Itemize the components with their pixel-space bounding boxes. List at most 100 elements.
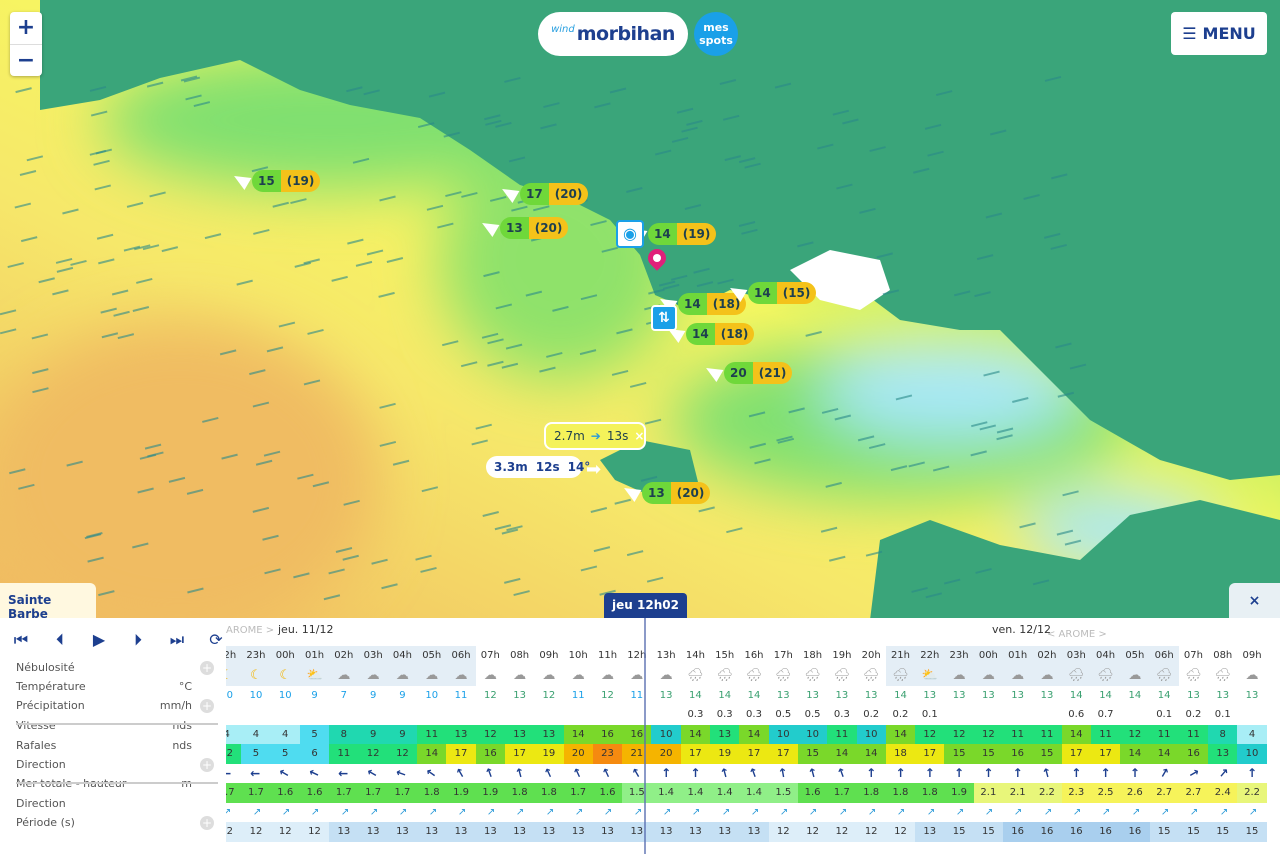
wind-spot-marker[interactable]: 13 (20) [642, 482, 711, 504]
close-panel-button[interactable]: × [1229, 583, 1280, 619]
model-label[interactable]: < AROME > [1047, 629, 1107, 640]
wave-forecast-label[interactable]: 3.3m 12s 14° [486, 456, 590, 478]
expand-plus-icon[interactable]: + [200, 815, 214, 830]
wind-streak [236, 279, 253, 286]
forecast-column[interactable]: 09h ☁ 13 4 10 ↑ 2.2 ↑ 15 [1237, 646, 1267, 842]
last-icon[interactable]: ⏭ [169, 630, 185, 649]
mes-spots-button[interactable]: mes spots [694, 12, 738, 56]
forecast-column[interactable]: 12h ☁ 11 16 21 ↑ 1.5 ↑ 13 [622, 646, 652, 842]
wind-streak [859, 207, 876, 214]
forecast-column[interactable]: 10h ☁ 11 14 20 ↑ 1.7 ↑ 13 [563, 646, 593, 842]
period-cell: 13 [710, 822, 740, 842]
forecast-column[interactable]: 04h 🌧 14 0.7 11 17 ↑ 2.5 ↑ 16 [1090, 646, 1121, 842]
temperature-cell: 13 [864, 689, 878, 701]
forecast-column[interactable]: 06h 🌧 14 0.1 11 14 ↑ 2.7 ↑ 15 [1149, 646, 1179, 842]
wind-spot-marker[interactable]: 14 (19) [648, 223, 717, 245]
wind-spot-marker[interactable]: 13 (20) [500, 217, 569, 239]
forecast-column[interactable]: 22h ⛅ 13 0.1 12 17 ↑ 1.8 ↑ 13 [915, 646, 945, 842]
zoom-out-button[interactable]: − [10, 44, 42, 76]
forecast-column[interactable]: 07h ☁ 12 12 16 ↑ 1.9 ↑ 13 [475, 646, 505, 842]
next-icon[interactable]: ⏵ [133, 630, 142, 649]
wind-gust: (20) [670, 482, 711, 504]
close-icon[interactable]: × [634, 429, 645, 443]
precipitation-cell [534, 705, 563, 725]
forecast-column[interactable]: 16h 🌧 14 0.3 14 17 ↑ 1.4 ↑ 13 [739, 646, 769, 842]
forecast-column[interactable]: 11h ☁ 12 16 23 ↑ 1.6 ↑ 13 [592, 646, 623, 842]
wave-period: 12s [535, 460, 560, 474]
spot-tab[interactable]: Sainte Barbe [0, 583, 96, 621]
wind-speed-cell: 11 [1149, 724, 1179, 744]
refresh-icon[interactable]: ⟳ [209, 630, 223, 649]
forecast-column[interactable]: 01h ☁ 13 11 16 ↑ 2.1 ↑ 16 [1003, 646, 1033, 842]
prev-icon[interactable]: ⏴ [55, 630, 64, 649]
forecast-column[interactable]: 17h 🌧 13 0.5 10 17 ↑ 1.5 ↑ 12 [768, 646, 798, 842]
forecast-column[interactable]: 03h 🌧 14 0.6 14 17 ↑ 2.3 ↑ 16 [1061, 646, 1091, 842]
forecast-column[interactable]: 00h ☁ 13 12 15 ↑ 2.1 ↑ 15 [973, 646, 1004, 842]
forecast-column[interactable]: 02h ☁ 13 11 15 ↑ 2.2 ↑ 16 [1032, 646, 1062, 842]
expand-plus-icon[interactable]: + [200, 660, 214, 675]
forecast-column[interactable]: 02h ☁ 7 8 11 ↑ 1.7 ↑ 13 [329, 646, 359, 842]
forecast-column[interactable]: 00h ☾ 10 4 5 ↑ 1.6 ↑ 12 [270, 646, 300, 842]
current-time-marker[interactable]: jeu 12h02 [604, 593, 687, 618]
forecast-column[interactable]: 14h 🌧 14 0.3 14 17 ↑ 1.4 ↑ 13 [680, 646, 711, 842]
row-label: Direction + [16, 755, 216, 775]
wind-spot-marker[interactable]: 17 (20) [520, 183, 589, 205]
wind-spot-marker[interactable]: 14 (18) [678, 293, 747, 315]
wind-gust-cell: 20 [563, 744, 593, 764]
wind-streak [857, 435, 875, 442]
forecast-column[interactable]: 03h ☁ 9 9 12 ↑ 1.7 ↑ 13 [358, 646, 388, 842]
wind-streak [676, 107, 694, 114]
forecast-table[interactable]: 22h ☾ 10 4 12 ↑ 1.7 ↑ 1223h ☾ 10 4 5 ↑ 1… [226, 646, 1280, 846]
wind-spot-marker[interactable]: 14 (18) [686, 323, 755, 345]
forecast-column[interactable]: 08h 🌧 13 0.1 8 13 ↑ 2.4 ↑ 15 [1208, 646, 1238, 842]
logo[interactable]: wind morbihan [538, 12, 688, 56]
wind-gust-cell: 17 [504, 744, 535, 764]
wind-streak [0, 328, 17, 335]
sea-height-cell: 1.4 [710, 783, 740, 803]
forecast-column[interactable]: 04h ☁ 9 9 12 ↑ 1.7 ↑ 13 [387, 646, 418, 842]
wind-spot-marker[interactable]: 14 (15) [748, 282, 817, 304]
forecast-column[interactable]: 06h ☁ 11 13 17 ↑ 1.9 ↑ 13 [446, 646, 476, 842]
temperature-cell: 13 [1040, 689, 1054, 701]
cloud-icon: ☁ [659, 668, 673, 683]
forecast-column[interactable]: 15h 🌧 14 0.3 13 19 ↑ 1.4 ↑ 13 [710, 646, 740, 842]
forecast-column[interactable]: 18h 🌧 13 0.5 10 15 ↑ 1.6 ↑ 12 [797, 646, 828, 842]
forecast-column[interactable]: 05h ☁ 10 11 14 ↑ 1.8 ↑ 13 [417, 646, 447, 842]
play-icon[interactable]: ▶ [92, 630, 106, 649]
wind-streak [26, 155, 44, 162]
wave-buoy-popup[interactable]: 2.7m ➔ 13s × [544, 422, 646, 450]
wind-speed-cell: 4 [226, 724, 242, 744]
precipitation-cell: 0.7 [1097, 709, 1114, 720]
forecast-column[interactable]: 20h 🌧 13 0.2 10 14 ↑ 1.8 ↑ 12 [856, 646, 886, 842]
forecast-column[interactable]: 21h 🌧 14 0.2 14 18 ↑ 1.8 ↑ 12 [885, 646, 916, 842]
forecast-column[interactable]: 19h 🌧 13 0.3 11 14 ↑ 1.7 ↑ 12 [827, 646, 857, 842]
row-label: Direction [16, 794, 216, 814]
first-icon[interactable]: ⏮ [13, 630, 29, 649]
expand-plus-icon[interactable]: + [200, 698, 214, 713]
expand-plus-icon[interactable]: + [200, 757, 214, 772]
model-label[interactable]: AROME > [226, 625, 275, 636]
forecast-column[interactable]: 05h ☁ 14 12 14 ↑ 2.6 ↑ 16 [1120, 646, 1150, 842]
cloud-moon-icon: ⛅ [299, 666, 330, 686]
precipitation-cell [1120, 705, 1149, 725]
wind-gust-cell: 6 [299, 744, 330, 764]
forecast-column[interactable]: 13h ☁ 13 10 20 ↑ 1.4 ↑ 13 [651, 646, 681, 842]
wind-map[interactable]: + − wind morbihan mes spots ☰ MENU 15 (19)… [0, 0, 1280, 620]
forecast-column[interactable]: 22h ☾ 10 4 12 ↑ 1.7 ↑ 12 [226, 646, 242, 842]
menu-button[interactable]: ☰ MENU [1171, 12, 1267, 55]
forecast-column[interactable]: 01h ⛅ 9 5 6 ↑ 1.6 ↑ 12 [299, 646, 330, 842]
buoy-icon[interactable]: ⇅ [651, 305, 677, 331]
forecast-column[interactable]: 23h ☁ 13 12 15 ↑ 1.9 ↑ 15 [944, 646, 974, 842]
wind-gust-cell: 17 [915, 744, 945, 764]
forecast-column[interactable]: 07h 🌧 13 0.2 11 16 ↑ 2.7 ↑ 15 [1178, 646, 1209, 842]
forecast-column[interactable]: 09h ☁ 12 13 19 ↑ 1.8 ↑ 13 [534, 646, 564, 842]
forecast-panel: ⏮ ⏴ ▶ ⏵ ⏭ ⟳ Nébulosité + Température °C Préc… [0, 618, 1280, 854]
wind-spot-marker[interactable]: 20 (21) [724, 362, 793, 384]
precipitation-cell [1003, 705, 1032, 725]
wind-streak [323, 594, 341, 601]
wind-spot-marker[interactable]: 15 (19) [252, 170, 321, 192]
zoom-in-button[interactable]: + [16, 15, 36, 40]
forecast-column[interactable]: 23h ☾ 10 4 5 ↑ 1.7 ↑ 12 [241, 646, 271, 842]
forecast-column[interactable]: 08h ☁ 13 13 17 ↑ 1.8 ↑ 13 [504, 646, 535, 842]
webcam-icon[interactable]: ◉ [616, 220, 644, 248]
